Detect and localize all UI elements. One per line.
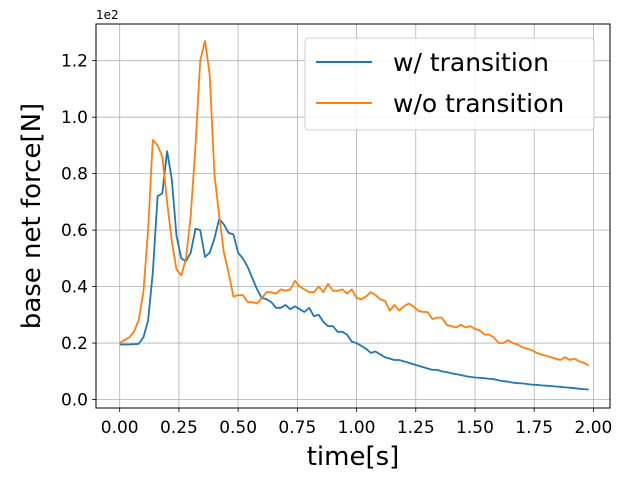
x-tick-label: 2.00 (574, 418, 612, 438)
legend-box (304, 37, 595, 131)
y-tick-label: 0.2 (61, 334, 88, 354)
plot-frame (95, 23, 611, 409)
x-tick-label: 1.00 (338, 418, 376, 438)
series-lines (119, 40, 590, 391)
x-tick-label: 0.50 (219, 418, 257, 438)
x-tick-label: 1.25 (397, 418, 435, 438)
series-line-with-transition (119, 150, 589, 391)
x-tick-label: 0.25 (160, 418, 198, 438)
ticks: 0.00 0.25 0.50 0.75 1.00 1.25 1.50 1.75 2.00 0.0 0… (61, 52, 612, 438)
x-tick-label: 1.50 (456, 418, 494, 438)
x-tick-label: 0.00 (101, 418, 139, 438)
legend-label: w/o transition (393, 89, 564, 118)
x-tick-label: 0.75 (278, 418, 316, 438)
x-tick-label: 1.75 (515, 418, 553, 438)
legend-label: w/ transition (393, 48, 549, 77)
y-tick-label: 0.0 (61, 391, 88, 411)
series-line-without-transition (119, 40, 590, 367)
y-tick-label: 0.6 (61, 221, 88, 241)
y-axis-label: base net force[N] (17, 103, 47, 329)
y-tick-label: 0.4 (61, 278, 88, 298)
x-axis-label: time[s] (307, 442, 400, 472)
y-tick-label: 1.2 (61, 52, 88, 72)
y-tick-label: 0.8 (61, 165, 88, 185)
y-tick-label: 1.0 (61, 108, 88, 128)
legend: w/ transition w/o transition (304, 37, 595, 131)
axis-offset-label: 1e2 (96, 8, 119, 22)
